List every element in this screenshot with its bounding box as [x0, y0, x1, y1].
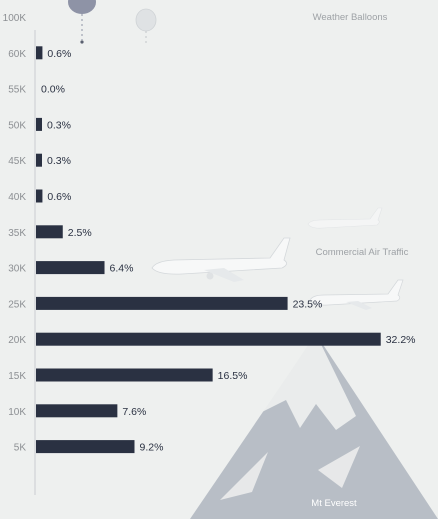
- plane-icon: [309, 279, 404, 310]
- balloon-icon: [135, 8, 157, 46]
- bar: [36, 368, 213, 382]
- bar-value-label: 0.6%: [47, 48, 71, 60]
- mountain-illustration: [190, 334, 438, 519]
- y-tick-label: 40K: [8, 192, 26, 203]
- bar-value-label: 7.6%: [122, 406, 146, 418]
- y-tick-label: 30K: [8, 264, 26, 275]
- mt-everest-label: Mt Everest: [311, 498, 357, 509]
- bar: [36, 296, 288, 310]
- y-tick-label: 5K: [14, 443, 27, 454]
- y-tick-label: 100K: [3, 13, 27, 24]
- commercial-air-traffic-label: Commercial Air Traffic: [316, 247, 409, 258]
- bar-value-label: 9.2%: [139, 442, 163, 454]
- bar-value-label: 0.0%: [41, 84, 65, 96]
- y-tick-label: 25K: [8, 299, 26, 310]
- bar: [36, 332, 381, 346]
- bar: [36, 189, 43, 203]
- bar-value-label: 16.5%: [218, 370, 248, 382]
- bars-group: 100K 60K 0.6% 55K 0.0% 50K 0.3% 45K 0.3% 40K 0.6% 3…: [3, 13, 416, 454]
- balloon-icon: [68, 0, 96, 44]
- bar: [36, 153, 42, 167]
- y-tick-label: 50K: [8, 120, 26, 131]
- bar-value-label: 0.3%: [47, 119, 71, 131]
- bar-value-label: 0.6%: [47, 191, 71, 203]
- bar-value-label: 6.4%: [110, 263, 134, 275]
- bar: [36, 225, 63, 239]
- bar-value-label: 2.5%: [68, 227, 92, 239]
- bar-value-label: 32.2%: [386, 334, 416, 346]
- y-tick-label: 45K: [8, 156, 26, 167]
- y-tick-label: 10K: [8, 407, 26, 418]
- bar: [36, 261, 105, 275]
- y-tick-label: 20K: [8, 335, 26, 346]
- y-tick-label: 35K: [8, 228, 26, 239]
- bar-value-label: 0.3%: [47, 155, 71, 167]
- bar: [36, 46, 43, 60]
- bar: [36, 440, 135, 454]
- y-tick-label: 55K: [8, 85, 26, 96]
- y-tick-label: 15K: [8, 371, 26, 382]
- plane-icon: [151, 237, 291, 282]
- bar: [36, 404, 118, 418]
- weather-balloons-label: Weather Balloons: [313, 12, 388, 23]
- bar-value-label: 23.5%: [293, 298, 323, 310]
- plane-icon: [307, 207, 383, 229]
- y-tick-label: 60K: [8, 49, 26, 60]
- bar: [36, 117, 42, 131]
